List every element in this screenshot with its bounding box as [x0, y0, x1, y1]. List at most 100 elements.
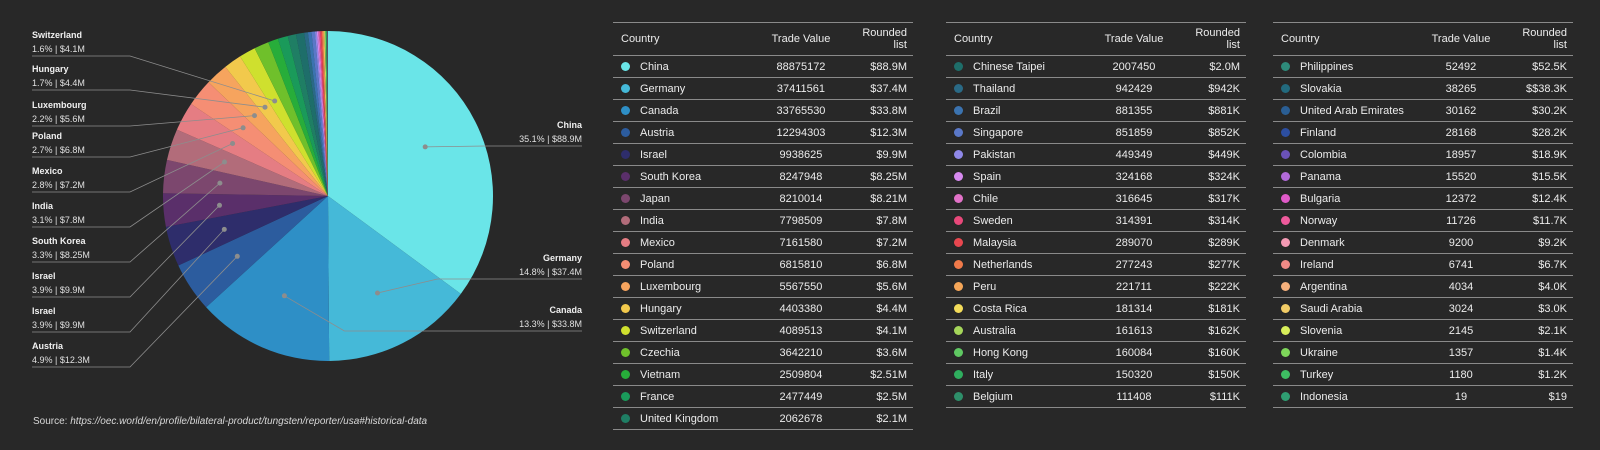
trade-value-cell: 111408 — [1116, 390, 1152, 403]
header-trade-value: Trade Value — [771, 33, 831, 45]
annotation-dot — [234, 253, 240, 259]
table-row: Slovenia 2145 $2.1K — [1273, 320, 1573, 342]
rounded-value-cell: $7.8M — [876, 214, 907, 227]
table-row: Brazil 881355 $881K — [946, 100, 1246, 122]
trade-value-cell: 2007450 — [1112, 60, 1156, 73]
annotation-dot — [281, 293, 287, 299]
country-name: United Arab Emirates — [1300, 104, 1404, 117]
rounded-value-cell: $11.7K — [1532, 214, 1567, 227]
table-row: Czechia 3642210 $3.6M — [613, 342, 913, 364]
legend-color-dot — [621, 370, 630, 379]
table-row: India 7798509 $7.8M — [613, 210, 913, 232]
country-cell: Germany — [613, 83, 747, 95]
rounded-value-cell: $3.6M — [876, 346, 907, 359]
country-cell: Costa Rica — [946, 303, 1080, 315]
annotation-share-value: 35.1% | $88.9M — [519, 134, 582, 144]
pie-slice-canada — [206, 196, 330, 362]
country-cell: Colombia — [1273, 149, 1407, 161]
annotation-dot — [221, 226, 227, 232]
table-row: Chinese Taipei 2007450 $2.0M — [946, 56, 1246, 78]
table-row: Poland 6815810 $6.8M — [613, 254, 913, 276]
rounded-value-cell: $8.25M — [870, 170, 907, 183]
trade-value-cell: 38265 — [1445, 82, 1477, 95]
trade-value-cell: 2477449 — [779, 390, 823, 403]
legend-color-dot — [621, 238, 630, 247]
legend-color-dot — [1281, 106, 1290, 115]
annotation-leader-line — [284, 295, 582, 332]
annotation-leader-line — [32, 229, 225, 333]
annotation-share-value: 3.9% | $9.9M — [32, 320, 85, 330]
pie-chart: Switzerland 1.6% | $4.1M Hungary 1.7% | $4.… — [32, 30, 583, 368]
table-row: Hungary 4403380 $4.4M — [613, 298, 913, 320]
country-cell: Poland — [613, 259, 747, 271]
legend-color-dot — [621, 172, 630, 181]
trade-value-cell: 314391 — [1115, 214, 1153, 227]
pie-slice-india — [166, 129, 328, 196]
trade-value-cell: 3642210 — [779, 346, 823, 359]
country-cell: Finland — [1273, 127, 1407, 139]
country-cell: Peru — [946, 281, 1080, 293]
annotation-share-value: 1.7% | $4.4M — [32, 78, 85, 88]
annotation-dot — [262, 104, 268, 110]
source-note: Source: https://oec.world/en/profile/bil… — [33, 416, 427, 427]
table-row: France 2477449 $2.5M — [613, 386, 913, 408]
legend-color-dot — [1281, 128, 1290, 137]
trade-value-cell: 160084 — [1115, 346, 1153, 359]
country-cell: Pakistan — [946, 149, 1080, 161]
country-cell: Ukraine — [1273, 347, 1407, 359]
country-name: Belgium — [973, 390, 1013, 403]
country-name: Italy — [973, 368, 994, 381]
trade-value-cell: 30162 — [1445, 104, 1477, 117]
country-cell: United Arab Emirates — [1273, 105, 1407, 117]
legend-color-dot — [1281, 194, 1290, 203]
legend-color-dot — [621, 62, 630, 71]
rounded-value-cell: $6.8M — [876, 258, 907, 271]
legend-color-dot — [954, 128, 963, 137]
rounded-value-cell: $942K — [1208, 82, 1240, 95]
rounded-value-cell: $9.9M — [876, 148, 907, 161]
country-name: Poland — [640, 258, 675, 271]
annotation-leader-line — [425, 145, 582, 148]
country-name: United Kingdom — [640, 412, 719, 425]
trade-value-cell: 150320 — [1115, 368, 1153, 381]
country-cell: Singapore — [946, 127, 1080, 139]
country-cell: Chinese Taipei — [946, 61, 1080, 73]
rounded-value-cell: $160K — [1208, 346, 1240, 359]
pie-annotation: Poland 2.7% | $6.8M — [32, 125, 246, 158]
trade-value-cell: 3024 — [1448, 302, 1474, 315]
rounded-value-cell: $111K — [1209, 390, 1240, 403]
legend-color-dot — [621, 260, 630, 269]
country-cell: Czechia — [613, 347, 747, 359]
rounded-value-cell: $881K — [1208, 104, 1240, 117]
trade-value-cell: 221711 — [1116, 280, 1152, 293]
trade-value-cell: 2145 — [1448, 324, 1474, 337]
table-row: Hong Kong 160084 $160K — [946, 342, 1246, 364]
trade-value-cell: 881355 — [1115, 104, 1153, 117]
annotation-leader-line — [32, 127, 244, 158]
pie-slice-malaysia — [320, 31, 328, 196]
trade-value-cell: 942429 — [1115, 82, 1153, 95]
country-cell: Sweden — [946, 215, 1080, 227]
trade-value-cell: 4089513 — [779, 324, 823, 337]
rounded-value-cell: $852K — [1208, 126, 1240, 139]
trade-value-cell: 7798509 — [779, 214, 823, 227]
trade-value-cell: 33765530 — [776, 104, 826, 117]
country-name: Pakistan — [973, 148, 1016, 161]
country-name: Slovenia — [1300, 324, 1343, 337]
legend-color-dot — [1281, 84, 1290, 93]
annotation-share-value: 3.1% | $7.8M — [32, 215, 85, 225]
legend-color-dot — [954, 282, 963, 291]
country-cell: Indonesia — [1273, 391, 1407, 403]
pie-slice-belgium — [326, 31, 328, 196]
legend-color-dot — [621, 194, 630, 203]
header-country: Country — [1281, 33, 1320, 45]
country-name: Panama — [1300, 170, 1341, 183]
legend-color-dot — [1281, 216, 1290, 225]
rounded-value-cell: $4.4M — [876, 302, 907, 315]
pie-slice-luxembourg — [208, 66, 328, 196]
annotation-country: India — [32, 201, 54, 211]
rounded-value-cell: $52.5K — [1532, 60, 1567, 73]
header-rounded-list: Rounded list — [1522, 27, 1567, 51]
country-name: Hong Kong — [973, 346, 1029, 359]
country-cell: Thailand — [946, 83, 1080, 95]
